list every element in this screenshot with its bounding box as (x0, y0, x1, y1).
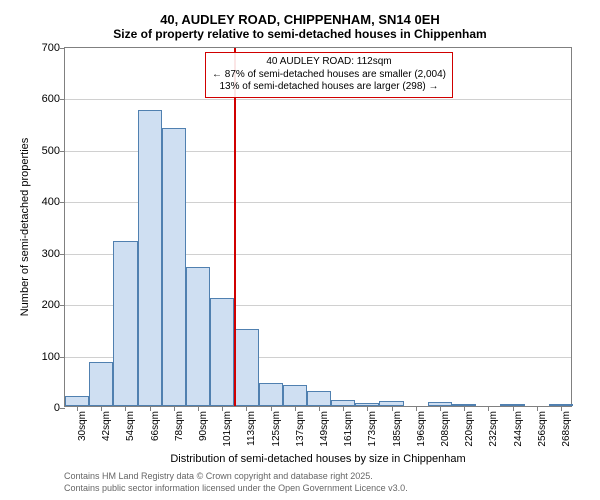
histogram-bar (234, 329, 258, 406)
x-tick-mark (222, 406, 223, 411)
x-tick-mark (513, 406, 514, 411)
y-tick-mark (60, 408, 65, 409)
histogram-bar (307, 391, 331, 406)
x-tick-mark (440, 406, 441, 411)
x-tick-mark (319, 406, 320, 411)
x-tick-label: 208sqm (440, 411, 451, 447)
y-axis-label: Number of semi-detached properties (19, 138, 31, 317)
x-tick-label: 196sqm (416, 411, 427, 447)
x-tick-mark (416, 406, 417, 411)
x-tick-mark (295, 406, 296, 411)
attribution-line1: Contains HM Land Registry data © Crown c… (64, 471, 588, 483)
x-tick-mark (150, 406, 151, 411)
x-tick-mark (464, 406, 465, 411)
histogram-bar (283, 385, 307, 406)
x-tick-label: 161sqm (343, 411, 354, 447)
x-tick-mark (392, 406, 393, 411)
x-axis-label: Distribution of semi-detached houses by … (64, 453, 572, 465)
histogram-bar (259, 383, 283, 406)
x-tick-mark (561, 406, 562, 411)
x-tick-label: 232sqm (488, 411, 499, 447)
x-tick-mark (246, 406, 247, 411)
attribution-line2: Contains public sector information licen… (64, 483, 588, 495)
x-tick-label: 30sqm (77, 411, 88, 441)
y-tick-mark (60, 48, 65, 49)
x-tick-mark (343, 406, 344, 411)
chart-title: 40, AUDLEY ROAD, CHIPPENHAM, SN14 0EH (12, 12, 588, 27)
attribution: Contains HM Land Registry data © Crown c… (64, 471, 588, 494)
x-tick-mark (101, 406, 102, 411)
y-tick-mark (60, 202, 65, 203)
histogram-chart: 40, AUDLEY ROAD, CHIPPENHAM, SN14 0EH Si… (12, 12, 588, 488)
x-tick-mark (488, 406, 489, 411)
x-tick-label: 90sqm (198, 411, 209, 441)
infobox-line1: 40 AUDLEY ROAD: 112sqm (212, 56, 446, 69)
y-tick-mark (60, 99, 65, 100)
x-tick-mark (125, 406, 126, 411)
x-tick-mark (174, 406, 175, 411)
x-tick-label: 78sqm (174, 411, 185, 441)
x-tick-label: 268sqm (561, 411, 572, 447)
x-tick-label: 113sqm (246, 411, 257, 446)
x-tick-label: 66sqm (150, 411, 161, 441)
x-tick-mark (271, 406, 272, 411)
histogram-bar (89, 362, 113, 406)
x-tick-label: 137sqm (295, 411, 306, 447)
infobox-line2: ← 87% of semi-detached houses are smalle… (212, 69, 446, 82)
histogram-bar (162, 128, 186, 406)
y-tick-mark (60, 151, 65, 152)
x-tick-label: 101sqm (222, 411, 233, 447)
histogram-bar (113, 241, 137, 406)
x-tick-label: 173sqm (367, 411, 378, 447)
x-tick-label: 54sqm (125, 411, 136, 441)
histogram-bar (65, 396, 89, 406)
histogram-bar (186, 267, 210, 406)
plot-area: Number of semi-detached properties 01002… (64, 47, 572, 407)
y-tick-mark (60, 305, 65, 306)
x-tick-label: 125sqm (271, 411, 282, 447)
x-tick-label: 256sqm (537, 411, 548, 447)
x-tick-label: 244sqm (513, 411, 524, 447)
x-tick-label: 185sqm (392, 411, 403, 447)
x-tick-mark (198, 406, 199, 411)
reference-line (234, 48, 236, 406)
infobox-line3: 13% of semi-detached houses are larger (… (212, 81, 446, 94)
reference-infobox: 40 AUDLEY ROAD: 112sqm ← 87% of semi-det… (205, 52, 453, 98)
x-tick-mark (537, 406, 538, 411)
histogram-bar (210, 298, 234, 406)
x-tick-label: 42sqm (101, 411, 112, 441)
x-tick-mark (367, 406, 368, 411)
y-tick-mark (60, 357, 65, 358)
x-tick-label: 149sqm (319, 411, 330, 447)
histogram-bar (138, 110, 162, 406)
x-tick-label: 220sqm (464, 411, 475, 447)
y-tick-mark (60, 254, 65, 255)
chart-subtitle: Size of property relative to semi-detach… (12, 27, 588, 41)
gridline (65, 99, 571, 100)
x-tick-mark (77, 406, 78, 411)
